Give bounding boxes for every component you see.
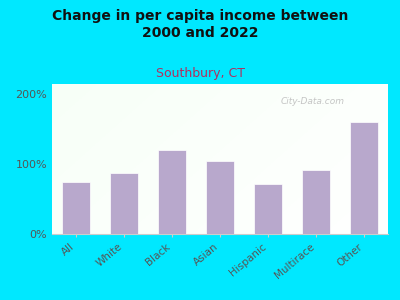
Text: City-Data.com: City-Data.com bbox=[280, 98, 344, 106]
Bar bbox=[62, 182, 90, 234]
Bar bbox=[254, 184, 282, 234]
Text: Southbury, CT: Southbury, CT bbox=[156, 68, 244, 80]
Bar bbox=[110, 172, 138, 234]
Bar bbox=[302, 170, 330, 234]
Text: Change in per capita income between
2000 and 2022: Change in per capita income between 2000… bbox=[52, 9, 348, 40]
Bar bbox=[350, 122, 378, 234]
Bar bbox=[158, 150, 186, 234]
Bar bbox=[206, 161, 234, 234]
